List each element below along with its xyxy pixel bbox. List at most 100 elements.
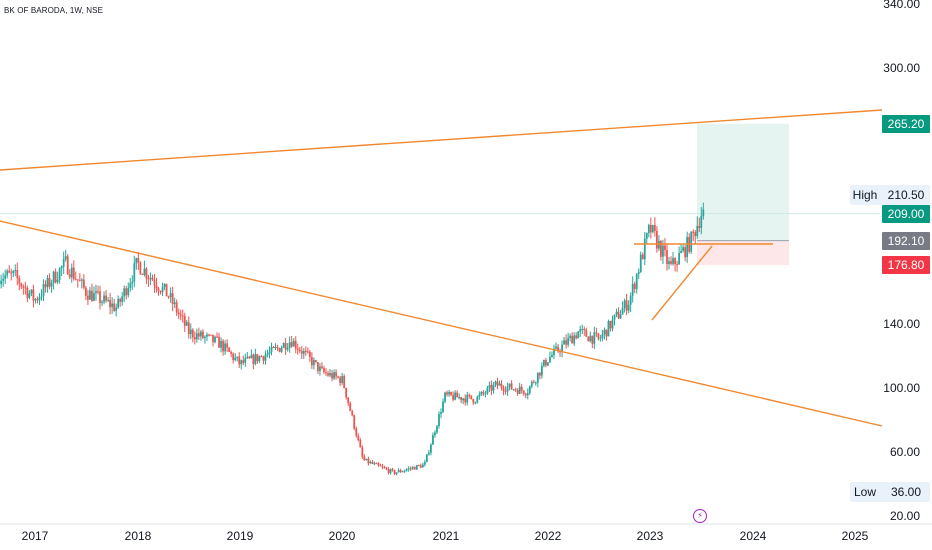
candle-body — [694, 232, 697, 237]
low-stat: Low 36.00 — [850, 482, 930, 502]
candle-body — [651, 225, 654, 233]
candle-body — [68, 274, 71, 278]
candle-body — [609, 320, 612, 329]
y-tick-label: 20.00 — [890, 509, 920, 523]
candle-body — [204, 336, 206, 338]
x-tick-label: 2021 — [433, 529, 460, 543]
candle-body — [363, 456, 366, 461]
candle-body — [480, 391, 483, 395]
candle-body — [403, 470, 406, 472]
candle-body — [581, 328, 584, 330]
candle-body — [226, 343, 229, 348]
candle-body — [284, 343, 287, 350]
candle-body — [510, 383, 513, 390]
candle-body — [496, 381, 499, 386]
y-tick-label: 100.00 — [883, 381, 920, 395]
candle-body — [159, 291, 162, 293]
candle-body — [490, 385, 493, 391]
candle-body — [436, 426, 438, 433]
candle-body — [666, 250, 668, 265]
candle-body — [258, 356, 261, 362]
candle-body — [351, 410, 354, 416]
candle-body — [103, 295, 105, 302]
candle-body — [87, 295, 89, 300]
candle-body — [430, 444, 432, 453]
candle-body — [567, 338, 570, 345]
candle-body — [256, 354, 259, 362]
candle-body — [601, 334, 604, 339]
upper-resistance-line[interactable] — [0, 109, 883, 171]
candle-body — [155, 285, 158, 289]
candle-body — [569, 335, 572, 339]
candle-body — [187, 322, 190, 335]
candle-body — [423, 461, 426, 465]
candle-body — [117, 298, 120, 308]
candle-body — [502, 387, 505, 391]
candle-body — [262, 356, 265, 361]
last-price-tag: 209.00 — [882, 205, 930, 223]
candle-body — [528, 386, 531, 393]
candle-body — [464, 398, 467, 403]
candle-body — [444, 392, 446, 402]
candle-body — [349, 403, 352, 411]
candle-body — [331, 373, 333, 379]
candle-body — [419, 465, 422, 468]
candle-body — [462, 398, 465, 401]
candle-body — [246, 356, 249, 358]
candle-body — [74, 278, 77, 280]
candle-body — [236, 356, 239, 358]
candle-body — [123, 288, 126, 297]
high-label: High — [852, 188, 878, 202]
candle-body — [218, 336, 220, 348]
candle-body — [129, 283, 132, 289]
candle-body — [536, 372, 539, 383]
candle-body — [367, 458, 370, 464]
candle-body — [288, 342, 291, 348]
candle-body — [48, 278, 51, 287]
candle-body — [44, 284, 47, 288]
candle-body — [492, 384, 495, 391]
candle-body — [93, 293, 95, 301]
candle-body — [54, 271, 57, 283]
candle-body — [347, 397, 350, 404]
candle-body — [171, 293, 174, 305]
candle-body — [298, 349, 301, 352]
candle-body — [486, 387, 489, 394]
candle-body — [540, 365, 543, 376]
flash-icon[interactable]: ⚡ — [693, 509, 707, 523]
candle-body — [676, 264, 678, 266]
candle-body — [8, 270, 11, 273]
candle-body — [670, 261, 672, 264]
candle-body — [427, 452, 430, 455]
candle-body — [52, 271, 55, 283]
candle-body — [133, 263, 136, 282]
candle-body — [500, 383, 503, 388]
x-tick-label: 2020 — [329, 529, 356, 543]
candle-body — [411, 467, 414, 469]
candle-body — [62, 259, 65, 267]
candle-body — [664, 245, 666, 251]
candle-body — [391, 469, 394, 471]
candle-body — [662, 245, 664, 257]
candle-body — [282, 343, 285, 348]
candle-body — [401, 471, 404, 473]
candle-body — [345, 387, 348, 398]
rising-support-line[interactable] — [651, 245, 713, 321]
candle-body — [678, 253, 680, 265]
candle-body — [260, 356, 263, 358]
candle-body — [312, 360, 315, 366]
candle-body — [202, 331, 204, 338]
candle-body — [660, 240, 662, 257]
candle-body — [680, 250, 683, 254]
candle-body — [658, 240, 660, 249]
descending-trendline[interactable] — [0, 220, 883, 427]
candle-body — [498, 383, 501, 386]
high-value: 210.50 — [887, 188, 925, 202]
candle-body — [141, 274, 144, 276]
candle-body — [454, 392, 457, 400]
candle-body — [589, 335, 592, 342]
candle-body — [199, 331, 202, 337]
candle-body — [64, 256, 67, 260]
candle-body — [280, 347, 283, 352]
